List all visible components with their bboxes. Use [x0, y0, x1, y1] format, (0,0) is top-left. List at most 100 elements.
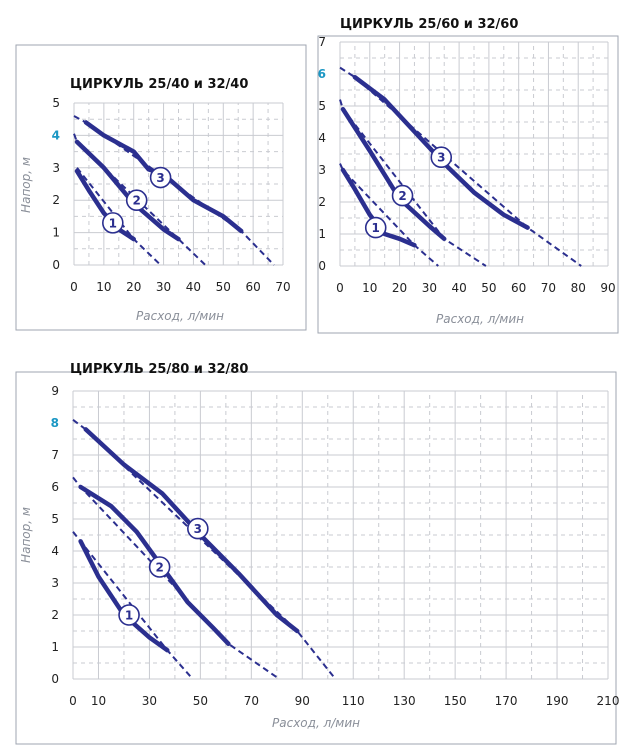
- series-label-circle: [149, 166, 172, 189]
- y-tick-label: 6: [51, 480, 59, 494]
- x-tick-label: 0: [336, 281, 344, 295]
- y-tick-label: 2: [318, 195, 326, 209]
- y-tick-label: 3: [52, 161, 60, 175]
- y-tick-label: 5: [318, 99, 326, 113]
- series-extension-line: [73, 133, 207, 266]
- x-tick-label: 30: [156, 280, 171, 294]
- series-label-circle: [118, 604, 140, 626]
- series-label: 1: [125, 609, 133, 623]
- series-label: 2: [133, 194, 141, 208]
- series-extension-line: [72, 531, 194, 680]
- y-tick-label: 5: [52, 96, 60, 110]
- x-tick-label: 90: [295, 694, 310, 708]
- y-tick-label: 2: [52, 193, 60, 207]
- y-tick-label: 7: [318, 35, 326, 49]
- frame-bottom: [15, 371, 617, 745]
- x-tick-label: 210: [597, 694, 620, 708]
- x-tick-label: 90: [600, 281, 615, 295]
- series-2: 2: [73, 133, 207, 266]
- series-label: 1: [372, 221, 380, 235]
- series-label: 3: [437, 151, 445, 165]
- chart-title: ЦИРКУЛЬ 25/80 и 32/80: [70, 362, 248, 377]
- x-axis-label: Расход, л/мин: [136, 309, 224, 323]
- x-tick-label: 60: [246, 280, 261, 294]
- series-line: [74, 168, 136, 242]
- x-tick-label: 50: [481, 281, 496, 295]
- x-tick-label: 10: [362, 281, 377, 295]
- x-tick-label: 70: [275, 280, 290, 294]
- x-tick-label: 190: [546, 694, 569, 708]
- series-label: 3: [194, 522, 202, 536]
- x-tick-label: 40: [451, 281, 466, 295]
- x-tick-label: 80: [571, 281, 586, 295]
- x-tick-label: 150: [444, 694, 467, 708]
- x-tick-label: 70: [541, 281, 556, 295]
- x-tick-label: 170: [495, 694, 518, 708]
- frame-top-right: [317, 35, 619, 334]
- y-tick-label: 1: [52, 226, 60, 240]
- series-extension-line: [339, 99, 487, 267]
- x-tick-label: 50: [193, 694, 208, 708]
- y-tick-label: 5: [51, 512, 59, 526]
- x-tick-label: 110: [342, 694, 365, 708]
- y-axis-label: Напор, м: [19, 157, 33, 213]
- y-tick-label: 4: [52, 128, 60, 142]
- y-tick-label: 4: [318, 131, 326, 145]
- x-tick-label: 0: [69, 694, 77, 708]
- series-label-circle: [187, 517, 209, 540]
- series-3: 3: [73, 115, 275, 266]
- y-tick-label: 0: [318, 259, 326, 273]
- y-tick-label: 8: [51, 416, 59, 430]
- y-tick-label: 2: [51, 608, 59, 622]
- x-axis-label: Расход, л/мин: [272, 716, 360, 730]
- series-label: 1: [109, 216, 117, 230]
- x-tick-label: 30: [142, 694, 157, 708]
- y-tick-label: 1: [318, 227, 326, 241]
- series-label-circle: [391, 184, 414, 207]
- series-extension-line: [339, 163, 439, 267]
- series-1: 1: [74, 167, 162, 266]
- y-tick-label: 6: [318, 67, 326, 81]
- frame-top-left: [15, 44, 307, 331]
- series-1: 1: [339, 163, 439, 267]
- series-label-circle: [430, 146, 453, 168]
- y-tick-label: 1: [51, 640, 59, 654]
- y-tick-label: 3: [318, 163, 326, 177]
- series-label-circle: [148, 556, 171, 578]
- chart-title: ЦИРКУЛЬ 25/40 и 32/40: [70, 77, 248, 92]
- series-1: 1: [72, 531, 194, 680]
- x-tick-label: 20: [126, 280, 141, 294]
- y-tick-label: 0: [52, 258, 60, 272]
- x-tick-label: 0: [70, 280, 78, 294]
- series-2: 2: [339, 99, 487, 267]
- x-tick-label: 50: [216, 280, 231, 294]
- x-tick-label: 70: [244, 694, 259, 708]
- y-tick-label: 9: [51, 384, 59, 398]
- x-tick-label: 130: [393, 694, 416, 708]
- y-tick-label: 4: [51, 544, 59, 558]
- x-tick-label: 10: [96, 280, 111, 294]
- y-tick-label: 7: [51, 448, 59, 462]
- series-2: 2: [72, 476, 280, 680]
- series-3: 3: [339, 66, 582, 267]
- series-label: 2: [155, 561, 163, 575]
- series-label: 3: [156, 171, 164, 185]
- y-tick-label: 0: [51, 672, 59, 686]
- x-tick-label: 60: [511, 281, 526, 295]
- x-tick-label: 10: [91, 694, 106, 708]
- x-tick-label: 40: [186, 280, 201, 294]
- series-extension-line: [72, 419, 337, 680]
- series-3: 3: [72, 419, 337, 680]
- series-label-circle: [102, 212, 124, 234]
- series-label: 2: [398, 189, 406, 203]
- x-axis-label: Расход, л/мин: [436, 312, 524, 326]
- y-tick-label: 3: [51, 576, 59, 590]
- x-tick-label: 30: [422, 281, 437, 295]
- series-label-circle: [364, 216, 387, 239]
- y-axis-label: Напор, м: [19, 507, 33, 563]
